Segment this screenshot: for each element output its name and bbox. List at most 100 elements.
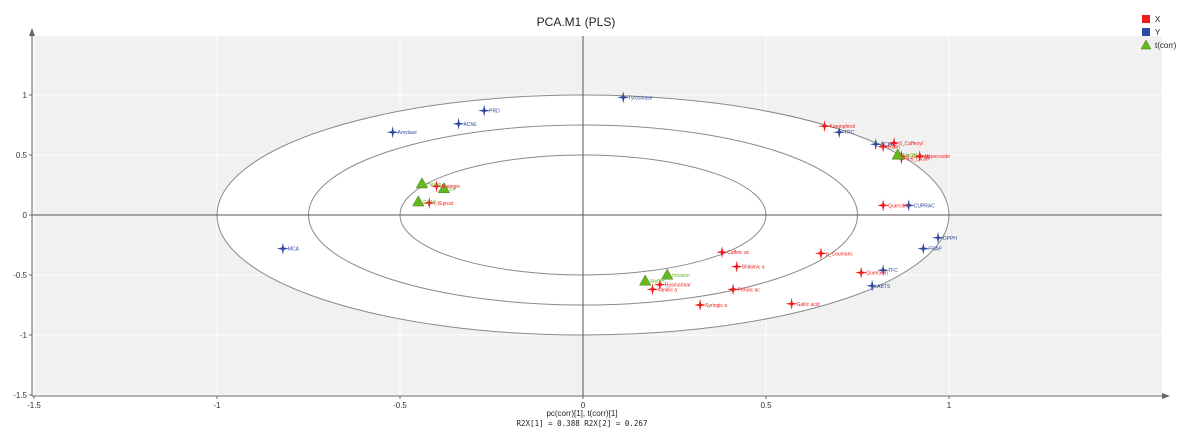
axes [29, 28, 1170, 399]
point-label-y: ABTS [877, 284, 891, 290]
point-label-y: TFC [888, 268, 898, 274]
x-tick-labels: -1.5 -1 -0.5 0 0.5 1 [27, 396, 952, 410]
point-label-x: (-)Epicat [434, 201, 454, 207]
point-x [814, 247, 827, 260]
point-y [869, 138, 882, 151]
point-label-t: DCM [423, 200, 434, 206]
point-label-x: 3,5_Dicaff [906, 157, 929, 163]
point-label-x: Kaempferol [830, 124, 856, 130]
point-label-y: AChE [464, 122, 478, 128]
x-tick-label: 0 [581, 401, 586, 410]
point-label-x: Shikimic a [742, 265, 765, 271]
point-label-x: 3_Caffeoyl [899, 141, 923, 147]
y-tick-labels: 1 0.5 0 -0.5 -1 -1.5 [13, 91, 32, 400]
point-t [639, 274, 652, 286]
x-tick-label: 1 [947, 401, 952, 410]
point-label-y: FRAP [928, 247, 942, 253]
y-tick-label: 0.5 [16, 151, 28, 160]
point-label-x: Caffeic ac [727, 250, 750, 256]
data-points [276, 91, 944, 311]
point-x [646, 283, 659, 296]
point-x [430, 180, 443, 193]
legend-swatch-x [1142, 15, 1150, 23]
point-label-y: DPPH [943, 236, 957, 242]
point-label-x: Syringic a [705, 303, 727, 309]
point-y [833, 126, 846, 139]
point-label-x: 4_Caffeoyl [906, 154, 930, 160]
point-label-x: p_Coumaric [826, 251, 853, 257]
variance-footer: R2X[1] = 0.388 R2X[2] = 0.267 [517, 419, 648, 428]
point-label-t: Hexan [427, 182, 442, 188]
chart-title: PCA.M1 (PLS) [537, 15, 616, 29]
x-tick-label: -0.5 [393, 401, 407, 410]
y-tick-label: -1 [20, 331, 28, 340]
point-y [877, 264, 890, 277]
point-label-y: CUPRAC [914, 203, 936, 209]
point-x [877, 199, 890, 212]
point-t [412, 195, 425, 207]
point-label-x: Naringin [442, 184, 461, 190]
point-label-t: EA [449, 187, 456, 193]
y-axis-arrow [29, 28, 35, 36]
point-x [877, 140, 890, 153]
point-label-t: MeOH [650, 279, 665, 285]
point-label-y: Tyrosinase [628, 95, 652, 101]
point-label-y: PRD [489, 109, 500, 115]
point-label-x: Vanillic a [658, 287, 678, 293]
point-label-x: Hyperoside [925, 154, 951, 160]
point-y [917, 242, 930, 255]
point-label-y: BChE [881, 142, 895, 148]
legend-label-x: X [1155, 15, 1161, 24]
x-axis-arrow [1162, 393, 1170, 399]
point-label-x: Ferulic ac [738, 287, 760, 293]
point-label-x: Rutin [888, 145, 900, 151]
point-x [785, 297, 798, 310]
point-label-y: Amylase [398, 130, 417, 136]
x-tick-label: -1 [213, 401, 221, 410]
y-tick-label: -0.5 [13, 271, 27, 280]
point-x [716, 246, 729, 259]
point-x [727, 283, 740, 296]
point-x [818, 120, 831, 133]
y-tick-label: -1.5 [13, 391, 27, 400]
point-t [415, 177, 429, 189]
point-y [452, 117, 465, 130]
y-tick-label: 1 [23, 91, 28, 100]
legend-label-tcorr: t(corr) [1155, 41, 1177, 50]
point-t [661, 268, 674, 280]
point-t [891, 148, 904, 160]
x-tick-label: 0.5 [760, 401, 772, 410]
point-y [902, 199, 915, 212]
point-x [423, 197, 436, 209]
point-y [866, 279, 879, 292]
y-tick-label: 0 [23, 211, 28, 220]
point-label-x: Quercitrin [888, 203, 910, 209]
x-tick-label: -1.5 [27, 401, 41, 410]
x-axis-label: pc(corr)[1], t(corr)[1] [546, 409, 617, 418]
point-label-x: Rosmarinar [665, 283, 691, 289]
point-y [478, 104, 491, 117]
legend-swatch-y [1142, 28, 1150, 36]
point-label-x: Quercetin [866, 271, 888, 277]
point-t [437, 182, 451, 194]
point-y [276, 242, 289, 255]
point-label-x: Gallic acid [797, 302, 820, 308]
point-x [888, 137, 901, 149]
point-x [855, 266, 868, 279]
point-label-t: MeOH [903, 153, 918, 159]
point-x [694, 299, 707, 311]
point-y [932, 231, 944, 244]
legend: X Y t(corr) [1140, 15, 1177, 50]
point-label-y: MCA [288, 247, 300, 253]
point-y [386, 126, 399, 139]
point-x [730, 260, 743, 273]
point-x [913, 150, 926, 163]
point-label-t: Infusion [672, 273, 690, 279]
point-x [653, 278, 666, 291]
legend-swatch-tcorr [1140, 39, 1152, 50]
point-label-y: TPC [844, 130, 854, 136]
legend-label-y: Y [1155, 28, 1161, 37]
point-y [617, 91, 630, 104]
